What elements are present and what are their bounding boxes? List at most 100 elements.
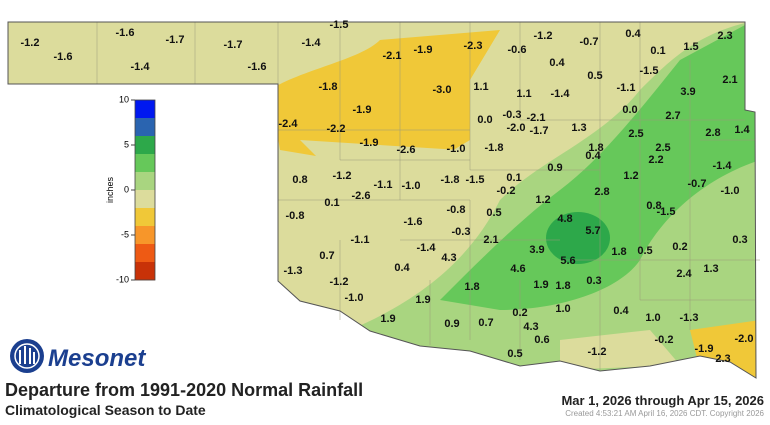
- station-value: 0.3: [732, 234, 747, 246]
- station-value: -0.2: [497, 185, 516, 197]
- station-value: 0.2: [512, 307, 527, 319]
- station-value: 1.2: [535, 194, 550, 206]
- station-value: 2.1: [483, 234, 498, 246]
- station-value: 2.3: [715, 353, 730, 365]
- station-value: 1.8: [555, 280, 570, 292]
- station-value: -1.6: [404, 216, 423, 228]
- station-value: -1.3: [284, 265, 303, 277]
- legend-swatch: [135, 262, 155, 281]
- station-value: 0.0: [477, 114, 492, 126]
- station-value: 0.7: [319, 250, 334, 262]
- station-value: -1.5: [657, 206, 676, 218]
- station-value: 4.6: [510, 263, 525, 275]
- station-value: 1.1: [473, 81, 488, 93]
- station-value: -1.6: [54, 51, 73, 63]
- station-value: 2.1: [722, 74, 737, 86]
- station-value: 2.7: [665, 110, 680, 122]
- station-value: -1.9: [360, 137, 379, 149]
- station-value: 2.4: [676, 268, 692, 280]
- station-value: -1.6: [116, 27, 135, 39]
- station-value: -0.8: [286, 210, 305, 222]
- station-value: -2.3: [464, 40, 483, 52]
- station-value: -1.2: [330, 276, 349, 288]
- station-value: 1.4: [734, 124, 750, 136]
- station-value: -2.6: [352, 190, 371, 202]
- station-value: -1.2: [333, 170, 352, 182]
- legend-swatch: [135, 118, 155, 137]
- station-value: -2.4: [279, 118, 299, 130]
- station-value: -1.1: [374, 179, 393, 191]
- station-value: -1.8: [441, 174, 460, 186]
- station-value: -1.9: [695, 343, 714, 355]
- station-value: -1.7: [166, 34, 185, 46]
- legend-tick-label: 10: [119, 94, 129, 104]
- station-value: -1.0: [447, 143, 466, 155]
- station-value: 0.4: [585, 150, 601, 162]
- legend-swatch: [135, 100, 155, 119]
- station-value: -1.3: [680, 312, 699, 324]
- station-value: -2.1: [383, 50, 402, 62]
- legend-tick-label: -10: [116, 274, 129, 284]
- station-value: 0.5: [507, 348, 522, 360]
- title: Departure from 1991-2020 Normal Rainfall: [5, 380, 363, 400]
- station-value: -0.6: [508, 44, 527, 56]
- station-value: -1.4: [551, 88, 571, 100]
- station-value: 1.9: [380, 313, 395, 325]
- legend-swatch: [135, 226, 155, 245]
- station-value: -1.1: [617, 82, 636, 94]
- station-value: 0.4: [549, 57, 565, 69]
- station-value: -1.4: [302, 37, 322, 49]
- station-value: -1.1: [351, 234, 370, 246]
- station-value: 1.0: [555, 303, 570, 315]
- station-value: 2.5: [655, 142, 670, 154]
- station-value: -1.4: [713, 160, 733, 172]
- station-value: -2.0: [735, 333, 754, 345]
- station-value: -1.0: [345, 292, 364, 304]
- legend: inches 10 5 0 -5 -10: [105, 94, 156, 284]
- station-value: 1.1: [516, 88, 531, 100]
- station-value: 3.9: [529, 244, 544, 256]
- station-value: -1.0: [402, 180, 421, 192]
- credit: Created 4:53:21 AM April 16, 2026 CDT. C…: [565, 409, 764, 418]
- station-value: 1.9: [415, 294, 430, 306]
- legend-tick-label: -5: [121, 229, 129, 239]
- station-value: 4.8: [557, 213, 572, 225]
- station-value: 4.3: [523, 321, 538, 333]
- station-value: 1.0: [645, 312, 660, 324]
- station-value: -0.7: [580, 36, 599, 48]
- station-values: -1.5 -1.2 -1.6 -1.6 -1.7 -1.4 -1.7 -1.6 -1.4 -2.1…: [21, 19, 754, 365]
- station-value: 2.8: [594, 186, 609, 198]
- station-value: -2.2: [327, 123, 346, 135]
- logo: Mesonet: [10, 339, 146, 373]
- station-value: 0.5: [587, 70, 602, 82]
- legend-swatch: [135, 172, 155, 191]
- station-value: -1.4: [131, 61, 151, 73]
- station-value: -0.8: [447, 204, 466, 216]
- station-value: -1.2: [588, 346, 607, 358]
- station-value: -1.0: [721, 185, 740, 197]
- station-value: -0.7: [688, 178, 707, 190]
- station-value: 0.4: [625, 28, 641, 40]
- station-value: 1.3: [703, 263, 718, 275]
- station-value: 0.4: [394, 262, 410, 274]
- station-value: 0.1: [324, 197, 339, 209]
- station-value: -1.6: [248, 61, 267, 73]
- station-value: -1.9: [353, 104, 372, 116]
- station-value: -1.7: [224, 39, 243, 51]
- station-value: 1.8: [611, 246, 626, 258]
- legend-tick-label: 0: [124, 184, 129, 194]
- station-value: 1.8: [588, 142, 603, 154]
- subtitle: Climatological Season to Date: [5, 402, 206, 418]
- station-value: -0.3: [503, 109, 522, 121]
- station-value: 0.0: [622, 104, 637, 116]
- county-lines: [96, 22, 760, 370]
- station-value: 1.2: [623, 170, 638, 182]
- station-value: 0.4: [613, 305, 629, 317]
- station-value: 2.3: [717, 30, 732, 42]
- station-value: -1.2: [534, 30, 553, 42]
- station-value: 5.6: [560, 255, 575, 267]
- station-value: 1.9: [533, 279, 548, 291]
- station-value: -1.9: [414, 44, 433, 56]
- station-value: 3.9: [680, 86, 695, 98]
- station-value: -1.5: [640, 65, 659, 77]
